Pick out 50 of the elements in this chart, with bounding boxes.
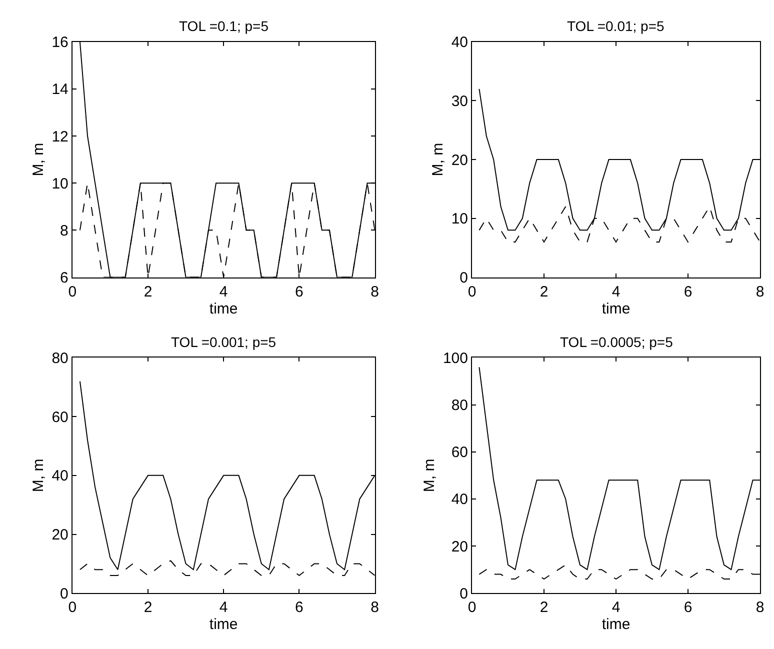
y-tick-label: 0 [60, 585, 68, 602]
y-tick-label: 20 [451, 538, 468, 556]
x-axis-title: time [209, 616, 238, 634]
y-tick-label: 100 [442, 350, 468, 367]
x-axis-title: time [602, 616, 630, 634]
y-tick-label: 30 [451, 92, 468, 110]
y-axis-title: M, m [421, 458, 438, 492]
x-tick-label: 8 [370, 599, 379, 616]
x-axis-title: time [602, 300, 630, 318]
y-tick-label: 10 [52, 175, 68, 192]
x-tick-label: 8 [370, 283, 379, 300]
y-tick-label: 80 [52, 350, 68, 367]
y-tick-label: 16 [52, 34, 68, 52]
x-tick-label: 4 [219, 283, 228, 300]
x-tick-label: 2 [540, 283, 548, 300]
chart-title: TOL =0.1; p=5 [179, 18, 269, 34]
y-axis-title: M, m [30, 458, 47, 492]
y-tick-label: 60 [52, 408, 68, 426]
chart-title: TOL =0.01; p=5 [567, 18, 665, 34]
x-tick-label: 4 [219, 599, 228, 616]
y-tick-label: 8 [60, 222, 68, 240]
x-axis-title: time [209, 300, 238, 318]
y-tick-label: 14 [52, 81, 68, 98]
y-tick-label: 12 [52, 128, 68, 146]
y-tick-label: 0 [460, 270, 468, 287]
x-tick-label: 4 [612, 599, 620, 616]
y-tick-label: 60 [451, 444, 468, 462]
x-tick-label: 8 [756, 283, 764, 300]
y-tick-label: 20 [451, 152, 468, 169]
chart-title: TOL =0.001; p=5 [171, 334, 276, 350]
chart-title: TOL =0.0005; p=5 [560, 334, 674, 350]
x-tick-label: 4 [612, 283, 620, 300]
x-tick-label: 8 [756, 599, 764, 616]
y-tick-label: 6 [60, 270, 68, 287]
y-tick-label: 10 [451, 210, 468, 228]
x-tick-label: 6 [684, 283, 692, 300]
y-axis-title: M, m [30, 142, 47, 176]
y-tick-label: 40 [52, 468, 68, 485]
x-tick-label: 6 [295, 599, 304, 616]
y-tick-label: 80 [451, 397, 468, 414]
y-tick-label: 40 [451, 34, 468, 52]
x-tick-label: 2 [144, 599, 152, 616]
y-tick-label: 0 [460, 585, 468, 602]
y-tick-label: 40 [451, 491, 468, 508]
x-tick-label: 6 [295, 283, 304, 300]
x-tick-label: 2 [540, 599, 548, 616]
y-tick-label: 20 [52, 526, 68, 544]
x-tick-label: 2 [144, 283, 152, 300]
x-tick-label: 6 [684, 599, 692, 616]
y-axis-title: M, m [430, 142, 447, 176]
